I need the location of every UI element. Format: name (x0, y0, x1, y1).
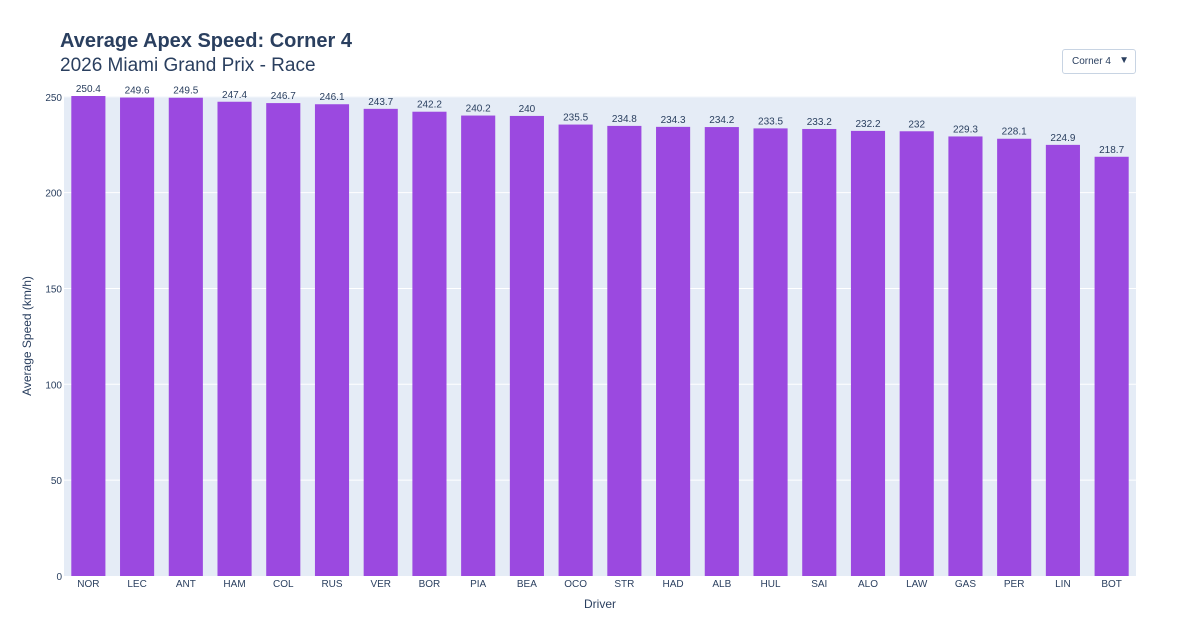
value-label: 243.7 (368, 97, 393, 108)
value-label: 249.5 (173, 86, 198, 97)
x-tick-label: BOR (419, 579, 441, 590)
value-label: 247.4 (222, 90, 247, 101)
bar-per (997, 138, 1032, 576)
value-label: 234.2 (709, 115, 734, 126)
y-tick-label: 150 (45, 284, 62, 295)
y-tick-label: 100 (45, 380, 62, 391)
bar-alo (850, 130, 886, 576)
value-label: 250.4 (76, 84, 101, 95)
y-tick-label: 200 (45, 189, 62, 200)
x-tick-label: RUS (321, 579, 342, 590)
y-axis-label: Average Speed (km/h) (20, 276, 34, 396)
bar-str (607, 125, 642, 577)
bar-bot (1094, 156, 1129, 576)
bar-sai (802, 128, 837, 576)
x-tick-label: LIN (1055, 579, 1071, 590)
bar-oco (558, 124, 593, 576)
y-tick-label: 250 (45, 93, 62, 104)
value-label: 240.2 (466, 104, 491, 115)
bar-bor (412, 111, 447, 577)
value-label: 234.3 (661, 115, 686, 126)
bar-ver (363, 108, 398, 577)
value-label: 240 (519, 104, 536, 115)
bar-col (266, 103, 301, 576)
value-label: 246.1 (319, 92, 344, 103)
bar-bea (509, 115, 544, 577)
bar-ant (168, 97, 203, 576)
value-label: 234.8 (612, 114, 637, 125)
x-axis-label: Driver (584, 597, 616, 611)
bar-nor (71, 96, 106, 576)
corner-dropdown[interactable]: Corner 4 ▼ (1062, 49, 1136, 74)
x-tick-label: PIA (470, 579, 486, 590)
value-label: 232.2 (855, 119, 880, 130)
value-label: 233.5 (758, 116, 783, 127)
x-tick-label: STR (614, 579, 634, 590)
x-tick-label: HUL (761, 579, 781, 590)
bar-lec (120, 97, 155, 577)
value-label: 235.5 (563, 113, 588, 124)
bars (71, 96, 1129, 577)
x-tick-label: ANT (176, 579, 196, 590)
x-tick-label: HAD (663, 579, 684, 590)
x-tick-labels: NOR LEC ANT HAM COL RUS VER BOR PIA BEA OCO STR HAD A… (77, 579, 1122, 590)
value-label: 246.7 (271, 91, 296, 102)
triangle-down-icon: ▼ (1119, 55, 1129, 66)
value-label: 233.2 (807, 117, 832, 128)
x-tick-label: SAI (811, 579, 827, 590)
bar-pia (461, 115, 496, 576)
x-tick-label: ALB (712, 579, 731, 590)
bar-rus (314, 104, 350, 577)
x-tick-label: LEC (127, 579, 146, 590)
x-tick-label: BEA (517, 579, 537, 590)
x-tick-label: VER (370, 579, 391, 590)
x-tick-label: GAS (955, 579, 976, 590)
x-tick-label: LAW (906, 579, 928, 590)
y-tick-label: 0 (56, 572, 62, 583)
x-tick-label: NOR (77, 579, 99, 590)
x-tick-label: BOT (1101, 579, 1122, 590)
x-tick-label: OCO (564, 579, 587, 590)
value-labels: 250.4 249.6 249.5 247.4 246.7 246.1 243.7 242.2… (76, 84, 1125, 156)
value-label: 224.9 (1050, 133, 1075, 144)
bar-had (656, 126, 691, 577)
corner-dropdown-value: Corner 4 (1072, 56, 1111, 67)
bar-lin (1045, 144, 1080, 577)
value-label: 232 (908, 119, 925, 130)
x-tick-label: PER (1004, 579, 1025, 590)
bar-gas (948, 136, 983, 577)
y-tick-label: 50 (51, 476, 63, 487)
bar-ham (217, 101, 252, 577)
chart-subtitle: 2026 Miami Grand Prix - Race (60, 55, 316, 76)
x-tick-label: ALO (858, 579, 878, 590)
bar-hul (753, 128, 788, 576)
chart-title: Average Apex Speed: Corner 4 (60, 30, 352, 52)
value-label: 242.2 (417, 100, 442, 111)
value-label: 229.3 (953, 124, 978, 135)
value-label: 218.7 (1099, 145, 1124, 156)
value-label: 249.6 (125, 86, 150, 97)
y-tick-labels: 0 50 100 150 200 250 (45, 93, 62, 583)
x-tick-label: COL (273, 579, 294, 590)
bar-law (899, 131, 934, 577)
value-label: 228.1 (1002, 127, 1027, 138)
x-tick-label: HAM (223, 579, 245, 590)
bar-alb (704, 127, 739, 576)
